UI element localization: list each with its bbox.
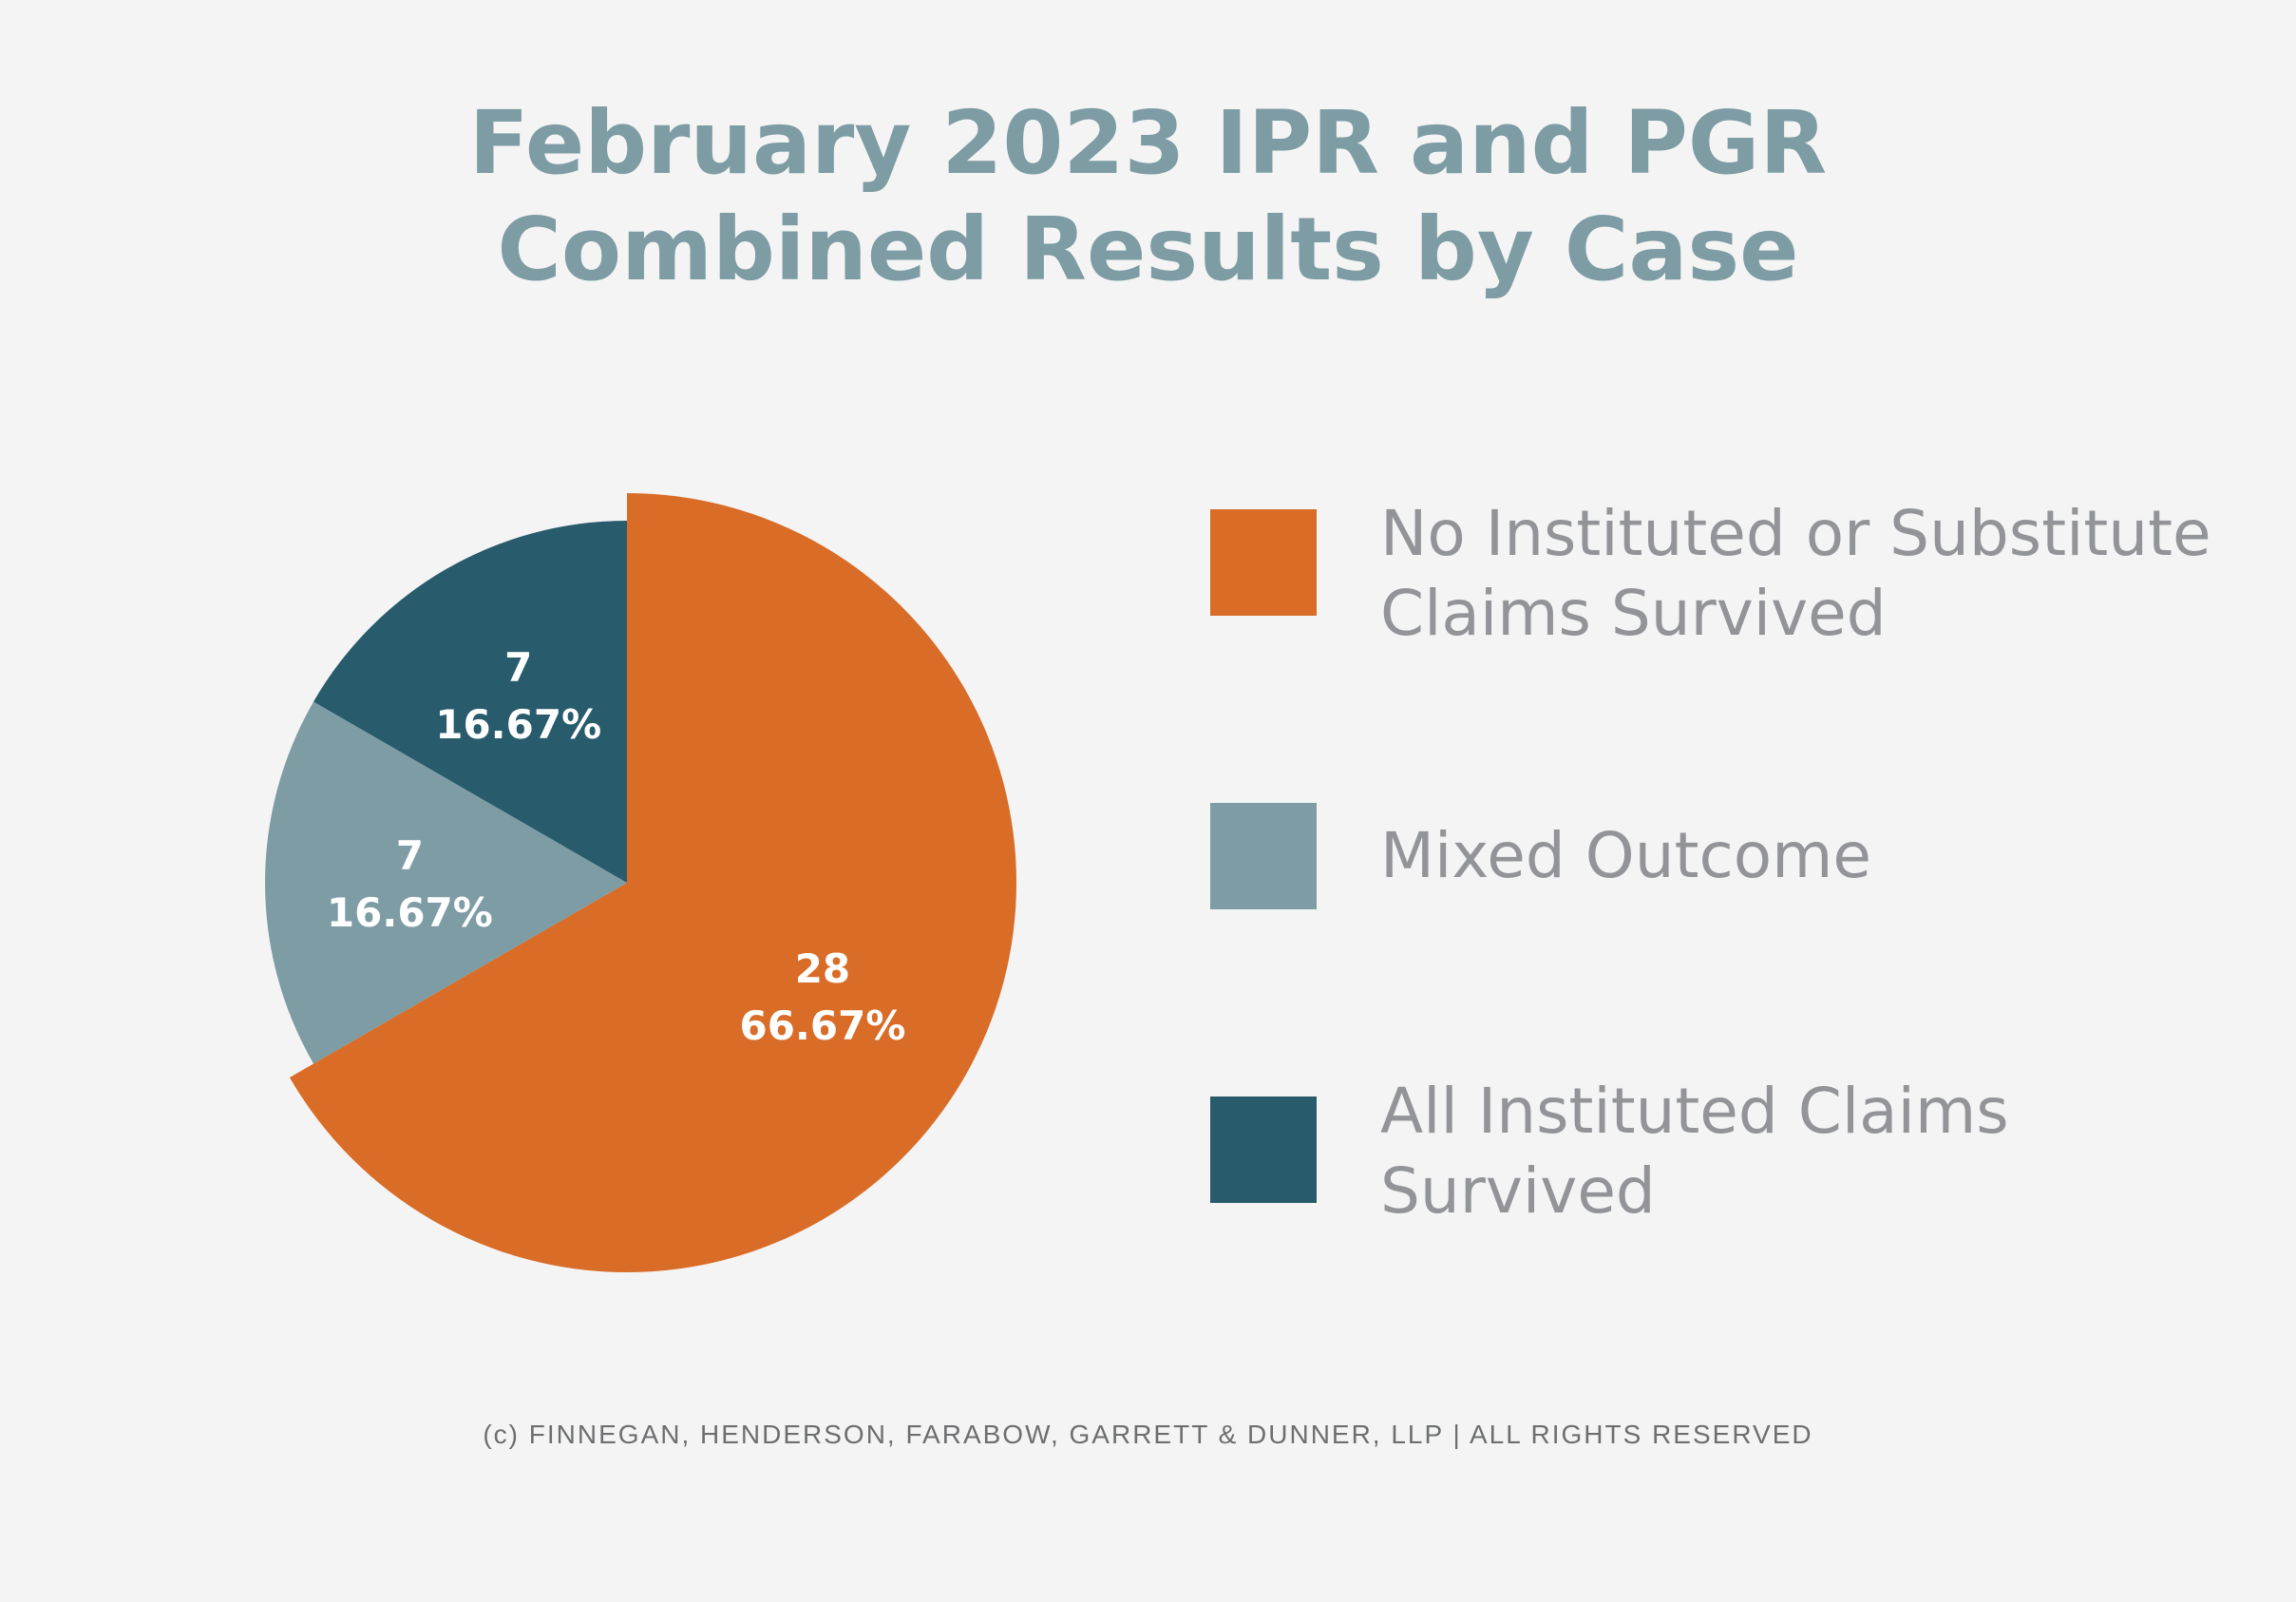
slice-value-label: 7: [504, 644, 532, 691]
slice-percent-label: 16.67%: [327, 889, 493, 936]
slice-percent-label: 66.67%: [739, 1002, 905, 1049]
legend-item-all-claims-survived: All Instituted Claims Survived: [1210, 1075, 2009, 1228]
pie-slice-1: [264, 701, 627, 1064]
title-line-1: February 2023 IPR and PGR: [468, 92, 1828, 194]
copyright-footer: (c) FINNEGAN, HENDERSON, FARABOW, GARRET…: [483, 1420, 1813, 1449]
legend-swatch: [1210, 509, 1317, 616]
slice-value-label: 28: [795, 945, 850, 992]
slice-percent-label: 16.67%: [435, 701, 601, 748]
legend-label: No Instituted or Substitute Claims Survi…: [1380, 497, 2211, 650]
legend-item-mixed-outcome: Mixed Outcome: [1210, 803, 1871, 909]
chart-title: February 2023 IPR and PGR Combined Resul…: [0, 90, 2296, 303]
pie-slice-0: [289, 493, 1016, 1272]
legend-label: Mixed Outcome: [1380, 819, 1872, 892]
slice-value-label: 7: [396, 832, 424, 879]
title-line-2: Combined Results by Case: [497, 199, 1799, 300]
legend-swatch: [1210, 1097, 1317, 1203]
legend-label: All Instituted Claims Survived: [1380, 1075, 2009, 1228]
pie-slice-2: [313, 521, 627, 883]
legend-swatch: [1210, 803, 1317, 909]
legend-item-no-claims-survived: No Instituted or Substitute Claims Survi…: [1210, 497, 2211, 650]
